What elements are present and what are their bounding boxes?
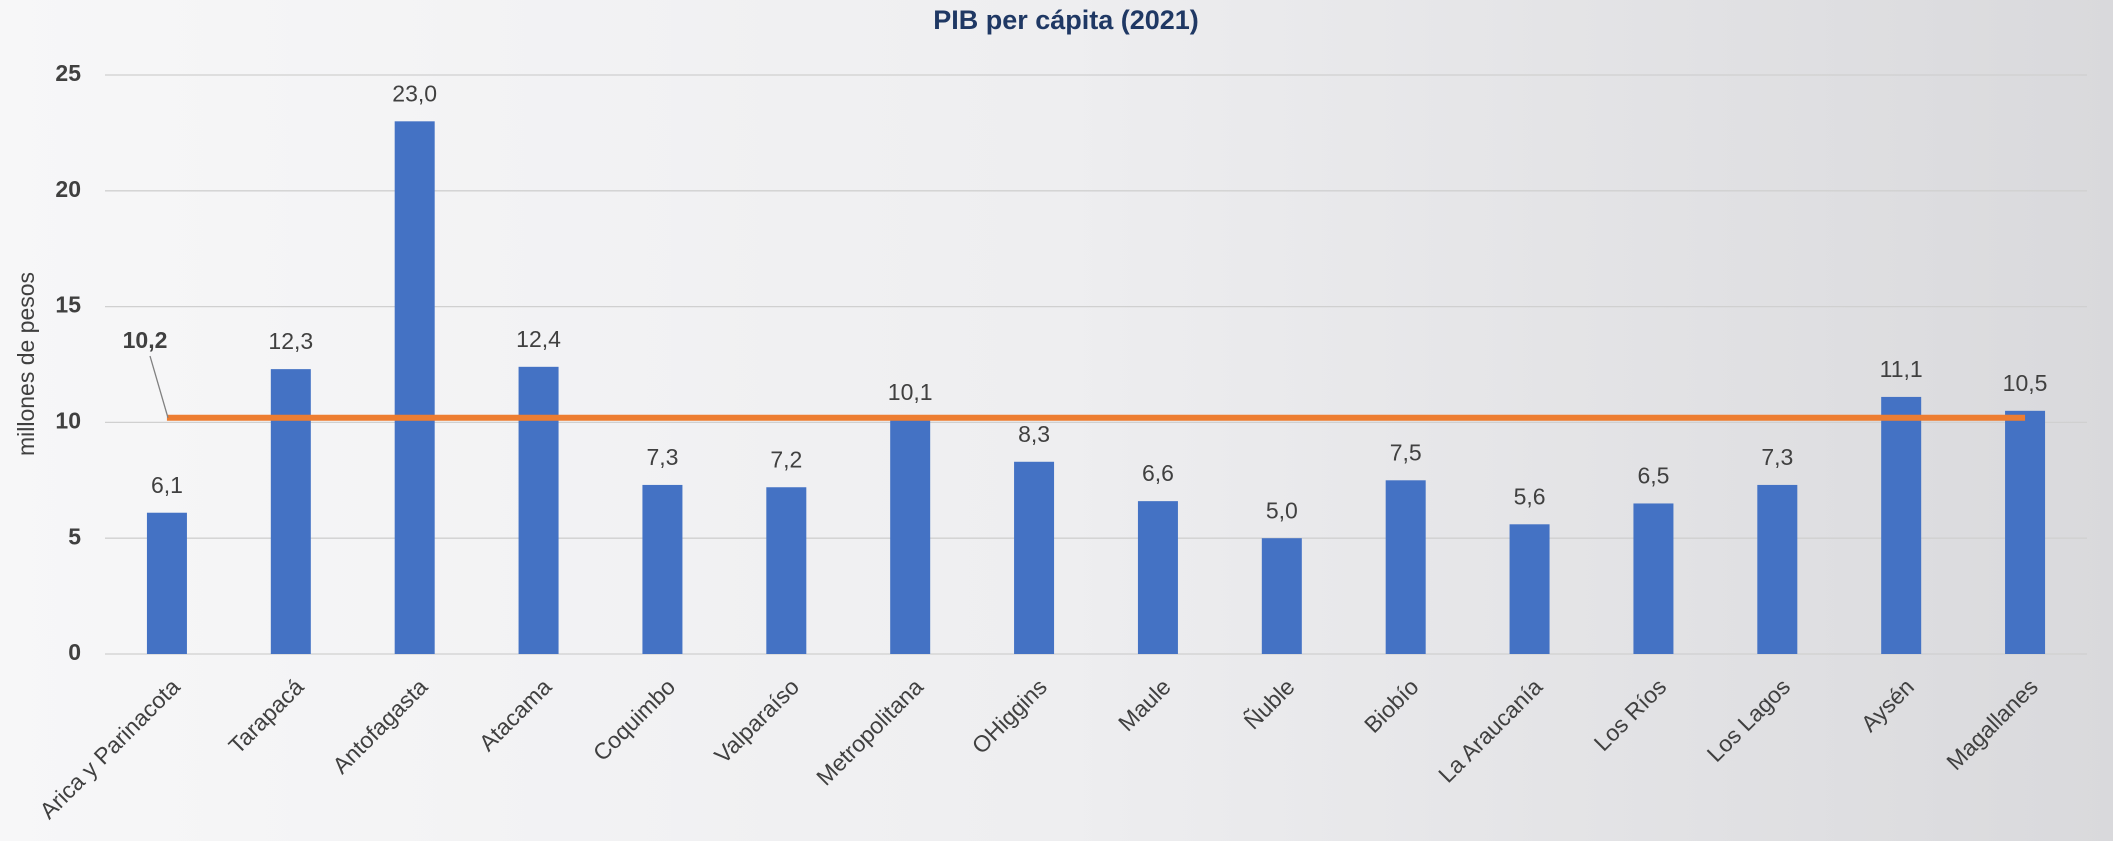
y-tick-label: 0	[68, 639, 81, 665]
value-label: 23,0	[392, 80, 437, 106]
bar	[1509, 524, 1550, 654]
bar	[766, 487, 807, 654]
y-tick-label: 5	[68, 523, 81, 549]
value-label: 6,6	[1142, 460, 1174, 486]
y-tick-label: 20	[55, 176, 81, 202]
value-label: 6,1	[151, 472, 183, 498]
bar	[1881, 396, 1922, 654]
x-tick-label: Coquimbo	[588, 673, 681, 766]
x-tick-label: Los Lagos	[1702, 673, 1795, 766]
y-tick-label: 25	[55, 60, 81, 86]
x-tick-label: Biobío	[1359, 673, 1424, 738]
value-label: 10,1	[888, 379, 933, 405]
bar	[1137, 501, 1178, 654]
reference-label: 10,2	[123, 327, 168, 353]
x-tick-label: Maule	[1113, 673, 1176, 736]
value-label: 5,6	[1514, 483, 1546, 509]
chart-title: PIB per cápita (2021)	[933, 5, 1199, 35]
x-tick-label: Magallanes	[1941, 673, 2043, 775]
value-label: 6,5	[1637, 463, 1669, 489]
bar	[1014, 461, 1055, 654]
bar	[270, 369, 311, 654]
x-tick-label: Atacama	[474, 673, 557, 756]
bar	[2005, 410, 2046, 654]
x-tick-label: Metropolitana	[811, 673, 928, 790]
bar	[642, 484, 683, 654]
reference-leader	[149, 355, 169, 418]
bar	[1261, 538, 1302, 654]
bar	[1633, 503, 1674, 654]
x-tick-label: La Araucanía	[1433, 673, 1547, 787]
value-label: 8,3	[1018, 421, 1050, 447]
y-tick-label: 10	[55, 407, 81, 433]
bar	[518, 366, 559, 654]
x-tick-label: Tarapacá	[223, 673, 308, 758]
bar	[1385, 480, 1426, 654]
value-label: 10,5	[2003, 370, 2048, 396]
x-tick-label: Valparaíso	[709, 673, 804, 768]
value-label: 7,5	[1390, 439, 1422, 465]
bar	[890, 420, 931, 654]
value-label: 12,3	[268, 328, 313, 354]
value-label: 7,3	[646, 444, 678, 470]
value-label: 7,2	[770, 446, 802, 472]
value-label: 11,1	[1880, 356, 1923, 382]
bar	[146, 512, 187, 654]
x-tick-label: Ñuble	[1239, 673, 1300, 734]
bar	[1757, 484, 1798, 654]
y-tick-label: 15	[55, 292, 81, 318]
x-tick-label: Los Ríos	[1589, 673, 1672, 756]
bar	[394, 121, 435, 654]
value-label: 12,4	[516, 326, 561, 352]
x-tick-label: Antofagasta	[327, 673, 432, 778]
x-tick-label: OHiggins	[967, 673, 1052, 758]
y-axis-label: millones de pesos	[13, 272, 39, 456]
value-label: 5,0	[1266, 497, 1298, 523]
x-tick-label: Arica y Parinacota	[34, 673, 185, 824]
value-label: 7,3	[1761, 444, 1793, 470]
x-tick-label: Aysén	[1856, 673, 1919, 736]
